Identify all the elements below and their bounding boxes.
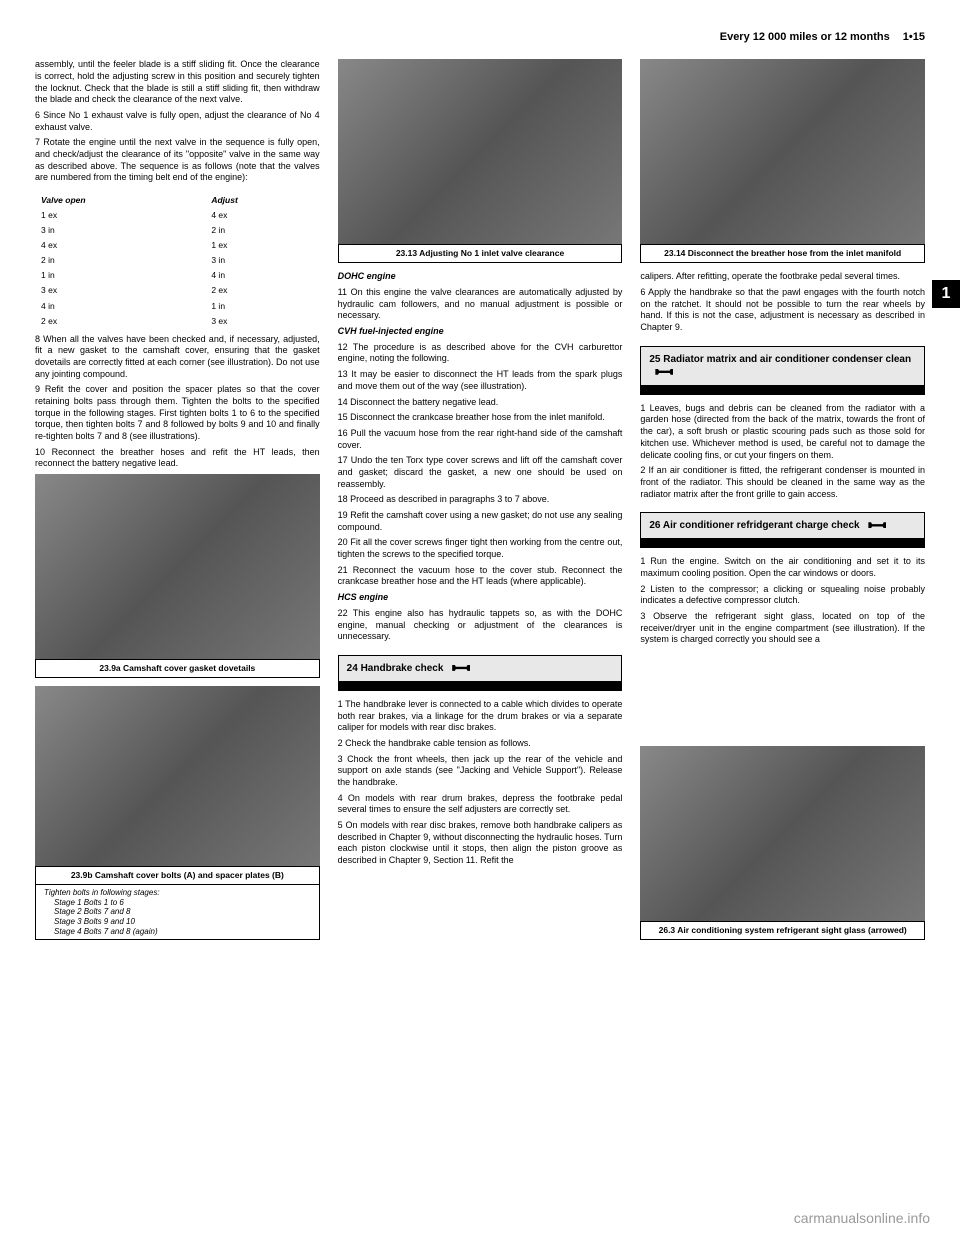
page-header: Every 12 000 miles or 12 months 1•15 xyxy=(35,30,925,44)
para: 2 Check the handbrake cable tension as f… xyxy=(338,738,623,750)
para: 2 If an air conditioner is fitted, the r… xyxy=(640,465,925,500)
subheading: HCS engine xyxy=(338,592,623,604)
table-cell: 1 ex xyxy=(207,239,317,252)
figure-image xyxy=(35,686,320,866)
para: 7 Rotate the engine until the next valve… xyxy=(35,137,320,184)
figure-23-14: 23.14 Disconnect the breather hose from … xyxy=(640,59,925,263)
column-3: 23.14 Disconnect the breather hose from … xyxy=(640,59,925,948)
para: 4 On models with rear drum brakes, depre… xyxy=(338,793,623,816)
figure-caption: 26.3 Air conditioning system refrigerant… xyxy=(640,921,925,940)
para: assembly, until the feeler blade is a st… xyxy=(35,59,320,106)
para: 12 The procedure is as described above f… xyxy=(338,342,623,365)
para: 1 Leaves, bugs and debris can be cleaned… xyxy=(640,403,925,461)
table-cell: 4 in xyxy=(207,269,317,282)
figure-caption: 23.9a Camshaft cover gasket dovetails xyxy=(35,659,320,678)
sub-line: Tighten bolts in following stages: xyxy=(44,888,311,898)
table-cell: 2 in xyxy=(37,254,205,267)
side-tab: 1 xyxy=(932,280,960,308)
table-cell: 1 in xyxy=(207,300,317,313)
para: 15 Disconnect the crankcase breather hos… xyxy=(338,412,623,424)
para: 1 The handbrake lever is connected to a … xyxy=(338,699,623,734)
figure-subcaption: Tighten bolts in following stages: Stage… xyxy=(35,885,320,940)
section-title: 26 Air conditioner refridgerant charge c… xyxy=(649,520,859,531)
header-pageref: 1•15 xyxy=(903,30,925,44)
section-25-radiator: 25 Radiator matrix and air conditioner c… xyxy=(640,346,925,395)
table-cell: 2 ex xyxy=(207,284,317,297)
table-header: Valve open xyxy=(37,194,205,207)
para: 10 Reconnect the breather hoses and refi… xyxy=(35,447,320,470)
para: 16 Pull the vacuum hose from the rear ri… xyxy=(338,428,623,451)
table-header: Adjust xyxy=(207,194,317,207)
section-26-aircon: 26 Air conditioner refridgerant charge c… xyxy=(640,512,925,548)
para: 3 Chock the front wheels, then jack up t… xyxy=(338,754,623,789)
para: 1 Run the engine. Switch on the air cond… xyxy=(640,556,925,579)
para: 5 On models with rear disc brakes, remov… xyxy=(338,820,623,867)
para: 22 This engine also has hydraulic tappet… xyxy=(338,608,623,643)
figure-23-9b: 23.9b Camshaft cover bolts (A) and space… xyxy=(35,686,320,940)
para: 9 Refit the cover and position the space… xyxy=(35,384,320,442)
para: 3 Observe the refrigerant sight glass, l… xyxy=(640,611,925,646)
table-cell: 4 ex xyxy=(37,239,205,252)
table-cell: 3 in xyxy=(37,224,205,237)
header-title: Every 12 000 miles or 12 months xyxy=(720,30,890,44)
para: 18 Proceed as described in paragraphs 3 … xyxy=(338,494,623,506)
section-title: 25 Radiator matrix and air conditioner c… xyxy=(649,354,911,365)
table-cell: 1 ex xyxy=(37,209,205,222)
difficulty-icon xyxy=(868,519,888,532)
para: 2 Listen to the compressor; a clicking o… xyxy=(640,584,925,607)
table-cell: 2 in xyxy=(207,224,317,237)
watermark: carmanualsonline.info xyxy=(794,1209,930,1227)
figure-image xyxy=(338,59,623,244)
figure-image xyxy=(640,746,925,921)
para: 11 On this engine the valve clearances a… xyxy=(338,287,623,322)
figure-image xyxy=(640,59,925,244)
figure-caption: 23.9b Camshaft cover bolts (A) and space… xyxy=(35,866,320,885)
subheading: CVH fuel-injected engine xyxy=(338,326,623,338)
difficulty-icon xyxy=(452,662,472,675)
para: 21 Reconnect the vacuum hose to the cove… xyxy=(338,565,623,588)
sub-line: Stage 2 Bolts 7 and 8 xyxy=(44,907,311,917)
table-cell: 4 ex xyxy=(207,209,317,222)
table-cell: 1 in xyxy=(37,269,205,282)
para: 17 Undo the ten Torx type cover screws a… xyxy=(338,455,623,490)
section-title: 24 Handbrake check xyxy=(347,663,444,674)
valve-sequence-table: Valve open Adjust 1 ex4 ex 3 in2 in 4 ex… xyxy=(35,192,320,329)
table-cell: 4 in xyxy=(37,300,205,313)
table-cell: 2 ex xyxy=(37,315,205,328)
para: 19 Refit the camshaft cover using a new … xyxy=(338,510,623,533)
main-columns: assembly, until the feeler blade is a st… xyxy=(35,59,925,948)
column-2: 23.13 Adjusting No 1 inlet valve clearan… xyxy=(338,59,623,948)
figure-26-3: 26.3 Air conditioning system refrigerant… xyxy=(640,746,925,940)
sub-line: Stage 1 Bolts 1 to 6 xyxy=(44,898,311,908)
table-cell: 3 in xyxy=(207,254,317,267)
table-cell: 3 ex xyxy=(37,284,205,297)
figure-caption: 23.13 Adjusting No 1 inlet valve clearan… xyxy=(338,244,623,263)
sub-line: Stage 3 Bolts 9 and 10 xyxy=(44,917,311,927)
para: calipers. After refitting, operate the f… xyxy=(640,271,925,283)
sub-line: Stage 4 Bolts 7 and 8 (again) xyxy=(44,927,311,937)
subheading: DOHC engine xyxy=(338,271,623,283)
table-cell: 3 ex xyxy=(207,315,317,328)
column-1: assembly, until the feeler blade is a st… xyxy=(35,59,320,948)
para: 6 Apply the handbrake so that the pawl e… xyxy=(640,287,925,334)
para: 13 It may be easier to disconnect the HT… xyxy=(338,369,623,392)
para: 6 Since No 1 exhaust valve is fully open… xyxy=(35,110,320,133)
figure-23-13: 23.13 Adjusting No 1 inlet valve clearan… xyxy=(338,59,623,263)
figure-23-9a: 23.9a Camshaft cover gasket dovetails xyxy=(35,474,320,678)
figure-caption: 23.14 Disconnect the breather hose from … xyxy=(640,244,925,263)
section-24-handbrake: 24 Handbrake check xyxy=(338,655,623,691)
figure-image xyxy=(35,474,320,659)
difficulty-icon xyxy=(655,366,675,379)
para: 20 Fit all the cover screws finger tight… xyxy=(338,537,623,560)
para: 14 Disconnect the battery negative lead. xyxy=(338,397,623,409)
para: 8 When all the valves have been checked … xyxy=(35,334,320,381)
